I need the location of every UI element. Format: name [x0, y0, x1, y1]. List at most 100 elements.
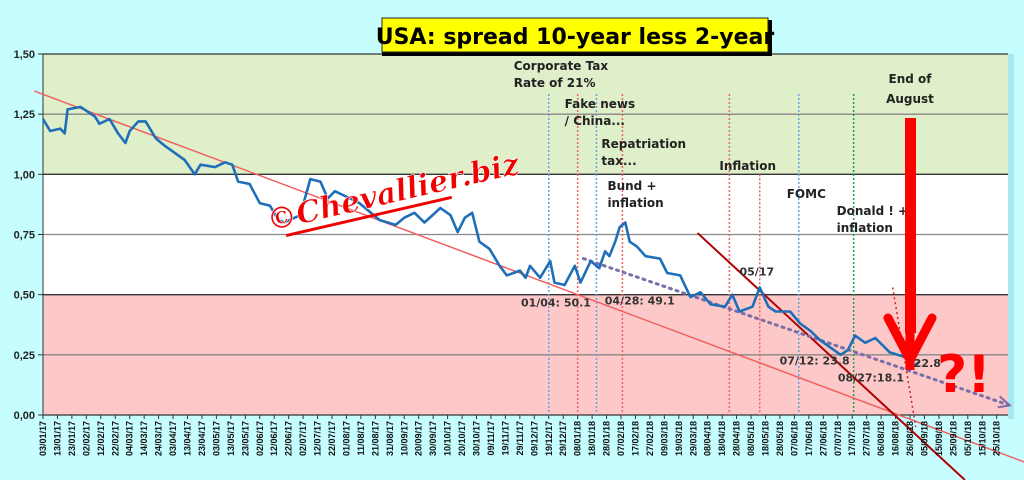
- x-tick-label: 03/05/17: [211, 421, 221, 456]
- question-exclamation-mark: ?!: [937, 345, 991, 405]
- x-tick-label: 05/10/18: [963, 421, 973, 456]
- x-tick-label: 16/08/18: [891, 421, 901, 456]
- x-tick-label: 06/08/18: [876, 421, 886, 456]
- plot-shadow: [1008, 54, 1014, 419]
- x-tick-label: 30/09/17: [428, 421, 438, 456]
- x-tick-label: 24/03/17: [154, 421, 164, 456]
- x-tick-label: 12/07/17: [313, 421, 323, 456]
- x-tick-label: 19/03/18: [674, 421, 684, 456]
- x-tick-label: 10/09/17: [399, 421, 409, 456]
- x-tick-label: 31/08/17: [385, 421, 395, 456]
- svg-text:USA: spread 10-year less 2-yea: USA: spread 10-year less 2-year: [376, 25, 775, 50]
- x-tick-label: 09/12/17: [529, 421, 539, 456]
- x-tick-label: 03/01/17: [38, 421, 48, 456]
- data-annotation: 22.8: [914, 357, 941, 370]
- x-tick-label: 25/10/18: [992, 421, 1002, 456]
- chart-title: USA: spread 10-year less 2-year: [376, 17, 775, 56]
- event-label: Corporate Tax: [514, 59, 609, 73]
- x-tick-label: 18/05/18: [761, 421, 771, 456]
- x-tick-label: 17/02/18: [630, 421, 640, 456]
- x-tick-label: 29/11/17: [515, 421, 525, 456]
- data-annotation: 04/28: 49.1: [605, 294, 675, 307]
- event-label: inflation: [607, 196, 663, 210]
- x-tick-label: 09/03/18: [659, 421, 669, 456]
- x-tick-label: 04/03/17: [125, 421, 135, 456]
- x-tick-label: 22/06/17: [284, 421, 294, 456]
- y-tick-label: 0,00: [14, 410, 35, 422]
- x-tick-label: 27/02/18: [645, 421, 655, 456]
- x-tick-label: 11/08/17: [356, 421, 366, 456]
- trendline-dotted-projection: [581, 257, 1012, 407]
- event-label: Repatriation: [601, 137, 686, 151]
- data-annotation: 08/27:18.1: [838, 371, 904, 384]
- event-label: tax...: [601, 154, 636, 168]
- x-tick-label: 05/09/18: [919, 421, 929, 456]
- x-tick-label: 17/07/18: [847, 421, 857, 456]
- x-tick-label: 01/08/17: [341, 421, 351, 456]
- x-tick-label: 30/10/17: [472, 421, 482, 456]
- x-tick-label: 18/04/18: [717, 421, 727, 456]
- x-tick-label: 26/08/18: [905, 421, 915, 456]
- y-tick-label: 0,25: [14, 350, 35, 362]
- x-tick-label: 28/01/18: [602, 421, 612, 456]
- x-tick-label: 29/03/18: [688, 421, 698, 456]
- event-label: Donald ! +: [837, 204, 908, 218]
- x-tick-label: 02/02/17: [81, 421, 91, 456]
- event-label: Inflation: [719, 159, 776, 173]
- x-tick-label: 21/08/17: [370, 421, 380, 456]
- x-tick-label: 19/12/17: [544, 421, 554, 456]
- data-annotation: 01/04: 50.1: [521, 297, 591, 310]
- x-tick-label: 28/05/18: [775, 421, 785, 456]
- y-tick-label: 1,00: [14, 169, 35, 181]
- x-tick-label: 12/06/17: [269, 421, 279, 456]
- y-tick-label: 1,25: [14, 109, 35, 121]
- event-label: Bund +: [607, 179, 656, 193]
- x-tick-label: 23/01/17: [67, 421, 77, 456]
- x-tick-label: 15/09/18: [934, 421, 944, 456]
- x-tick-label: 23/05/17: [240, 421, 250, 456]
- x-tick-label: 13/01/17: [52, 421, 62, 456]
- x-tick-label: 14/03/17: [139, 421, 149, 456]
- x-tick-label: 15/10/18: [977, 421, 987, 456]
- trendline-long-term-trend: [34, 90, 1024, 463]
- x-tick-label: 28/04/18: [732, 421, 742, 456]
- event-label: Rate of 21%: [514, 76, 596, 90]
- x-tick-label: 20/09/17: [414, 421, 424, 456]
- x-tick-label: 09/11/17: [486, 421, 496, 456]
- x-tick-label: 20/10/17: [457, 421, 467, 456]
- x-tick-label: 12/02/17: [96, 421, 106, 456]
- event-label: Fake news: [565, 97, 635, 111]
- trendline-arrowhead: [997, 395, 1012, 409]
- data-annotation: 05/17: [740, 265, 775, 278]
- x-tick-label: 29/12/17: [558, 421, 568, 456]
- x-tick-label: 25/09/18: [948, 421, 958, 456]
- x-tick-label: 08/05/18: [746, 421, 756, 456]
- end-of-august-callout: End of August ?!: [883, 72, 991, 405]
- x-tick-label: 22/07/17: [327, 421, 337, 456]
- x-tick-label: 18/01/18: [587, 421, 597, 456]
- data-annotation: 07/12: 23.8: [780, 354, 850, 367]
- x-tick-label: 03/04/17: [168, 421, 178, 456]
- x-tick-label: 02/06/17: [255, 421, 265, 456]
- x-tick-label: 17/06/18: [804, 421, 814, 456]
- x-tick-label: 13/04/17: [183, 421, 193, 456]
- x-tick-label: 22/02/17: [110, 421, 120, 456]
- event-label: inflation: [837, 221, 893, 235]
- x-tick-label: 27/06/18: [818, 421, 828, 456]
- callout-text: August: [886, 92, 934, 106]
- event-label: / China...: [565, 114, 625, 128]
- x-tick-label: 27/07/18: [862, 421, 872, 456]
- event-label: FOMC: [787, 187, 826, 201]
- x-tick-label: 07/02/18: [616, 421, 626, 456]
- y-tick-label: 1,50: [14, 49, 35, 61]
- x-tick-label: 07/07/18: [833, 421, 843, 456]
- x-tick-label: 23/04/17: [197, 421, 207, 456]
- x-tick-label: 07/06/18: [789, 421, 799, 456]
- x-tick-label: 08/04/18: [703, 421, 713, 456]
- x-tick-label: 13/05/17: [226, 421, 236, 456]
- series-line-spread: [41, 105, 920, 371]
- y-tick-label: 0,50: [14, 290, 35, 302]
- x-tick-label: 19/11/17: [500, 421, 510, 456]
- x-tick-label: 02/07/17: [298, 421, 308, 456]
